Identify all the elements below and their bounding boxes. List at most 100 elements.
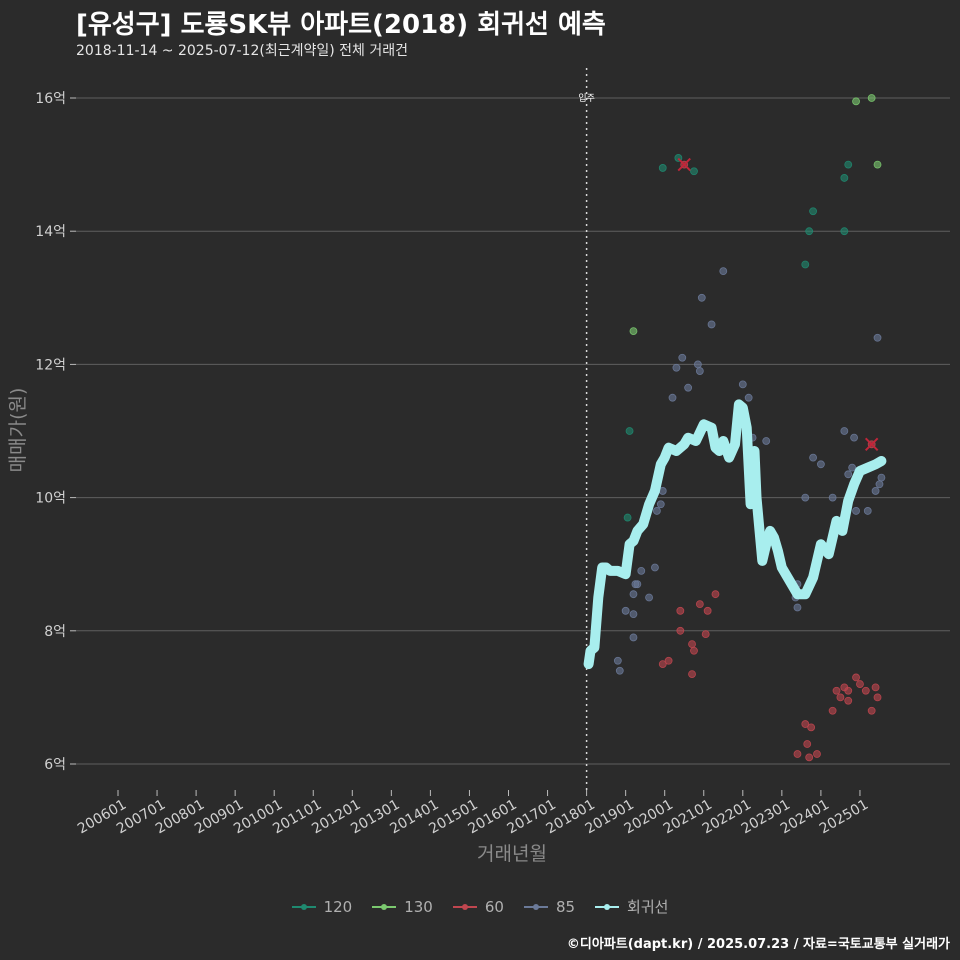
data-point-120 [690, 167, 698, 176]
y-tick-label: 6억 [44, 757, 66, 773]
data-point-60 [861, 686, 870, 695]
data-point-85 [629, 590, 638, 599]
x-axis-ticks: 2006012007012008012009012010012011012012… [75, 790, 871, 837]
chart-canvas: 6억 8억 10억 12억 14억 16억 20060120070120080120090… [7, 68, 950, 865]
data-point-85 [744, 393, 753, 402]
chart-subtitle: 2018-11-14 ~ 2025-07-12(최근계약일) 전체 거래건 [76, 43, 408, 59]
data-point-60 [836, 693, 845, 702]
data-point-85 [629, 633, 638, 642]
data-point-85 [668, 393, 677, 402]
data-point-85 [621, 606, 630, 615]
legend-item-130: 130 [372, 897, 433, 917]
y-axis-title: 매매가(원) [7, 388, 29, 473]
data-point-120 [658, 164, 667, 172]
data-point-85 [871, 487, 880, 495]
data-point-85 [863, 507, 872, 515]
regression-line [583, 399, 887, 670]
data-point-120 [805, 227, 814, 236]
source-caption: ©디아파트(dapt.kr) / 2025.07.23 / 자료=국토교통부 실… [566, 937, 950, 952]
data-point-60 [701, 630, 710, 639]
legend-key-85-icon [523, 903, 548, 910]
data-point-60 [807, 723, 816, 732]
y-tick-label: 14억 [35, 224, 66, 240]
scatter-points [613, 94, 886, 762]
data-point-130 [873, 160, 882, 169]
data-point-60 [676, 626, 685, 635]
y-tick-label: 10억 [35, 491, 66, 507]
data-point-60 [664, 656, 673, 665]
data-point-85 [738, 380, 747, 389]
chart-title: [유성구] 도룡SK뷰 아파트(2018) 회귀선 예측 [76, 10, 606, 40]
legend-key-120-icon [291, 903, 316, 910]
data-point-85 [633, 580, 642, 589]
x-axis-title: 거래년월 [477, 843, 547, 865]
data-point-85 [848, 463, 857, 472]
data-point-85 [651, 563, 659, 572]
data-point-85 [695, 367, 704, 375]
data-point-60 [803, 740, 812, 748]
data-point-85 [828, 493, 837, 502]
data-point-60 [844, 686, 853, 695]
data-point-120 [840, 227, 849, 236]
data-point-85 [615, 666, 624, 675]
y-tick-label: 8억 [44, 624, 66, 640]
legend-label-60: 60 [484, 897, 504, 916]
legend-label-120: 120 [323, 897, 353, 916]
data-point-60 [688, 670, 696, 678]
legend-item-60: 60 [452, 897, 504, 917]
legend: 120 130 60 85 회귀선 [0, 896, 960, 917]
move-in-line: 입주 [578, 68, 595, 790]
data-point-85 [637, 566, 646, 575]
y-tick-label: 16억 [35, 91, 66, 107]
data-point-120 [625, 427, 634, 435]
data-point-85 [801, 493, 810, 502]
data-point-85 [707, 320, 716, 329]
data-point-85 [678, 353, 687, 362]
outlier-cross-b [864, 437, 879, 452]
data-point-60 [832, 686, 841, 695]
data-point-85 [629, 610, 638, 619]
y-tick-label: 12억 [35, 357, 66, 373]
legend-item-120: 120 [291, 897, 353, 917]
data-point-60 [871, 683, 880, 692]
data-point-60 [867, 706, 876, 715]
data-point-130 [629, 327, 638, 336]
legend-key-60-icon [452, 903, 477, 910]
data-point-60 [852, 673, 860, 682]
data-point-60 [703, 606, 712, 615]
data-point-85 [817, 460, 825, 469]
data-point-60 [688, 640, 696, 649]
y-axis-ticks: 6억 8억 10억 12억 14억 16억 [35, 91, 76, 773]
data-point-85 [684, 383, 693, 392]
data-point-60 [873, 693, 882, 702]
data-point-60 [658, 660, 667, 668]
legend-label-85: 85 [555, 897, 576, 916]
outlier-markers [677, 157, 879, 452]
data-point-85 [672, 363, 681, 372]
outlier-cross-b [677, 157, 691, 172]
data-point-130 [867, 94, 876, 102]
data-point-120 [623, 513, 632, 522]
data-point-60 [690, 646, 698, 655]
data-point-60 [676, 606, 685, 615]
data-point-85 [850, 433, 858, 442]
legend-item-regression: 회귀선 [595, 896, 668, 917]
data-point-85 [877, 473, 886, 482]
data-point-60 [695, 600, 704, 609]
data-point-85 [873, 333, 882, 342]
data-point-85 [697, 293, 706, 302]
data-point-120 [809, 207, 817, 216]
data-point-85 [762, 437, 771, 445]
data-point-60 [711, 590, 720, 599]
data-point-85 [875, 480, 884, 489]
legend-item-85: 85 [523, 897, 576, 917]
data-point-85 [719, 267, 728, 276]
data-point-130 [852, 97, 860, 106]
data-point-120 [840, 174, 849, 182]
legend-key-regression-icon [595, 903, 620, 910]
data-point-120 [844, 160, 853, 169]
data-point-85 [840, 427, 849, 435]
legend-key-130-icon [372, 903, 397, 910]
grid-lines [76, 97, 950, 765]
legend-label-regression: 회귀선 [627, 898, 669, 916]
